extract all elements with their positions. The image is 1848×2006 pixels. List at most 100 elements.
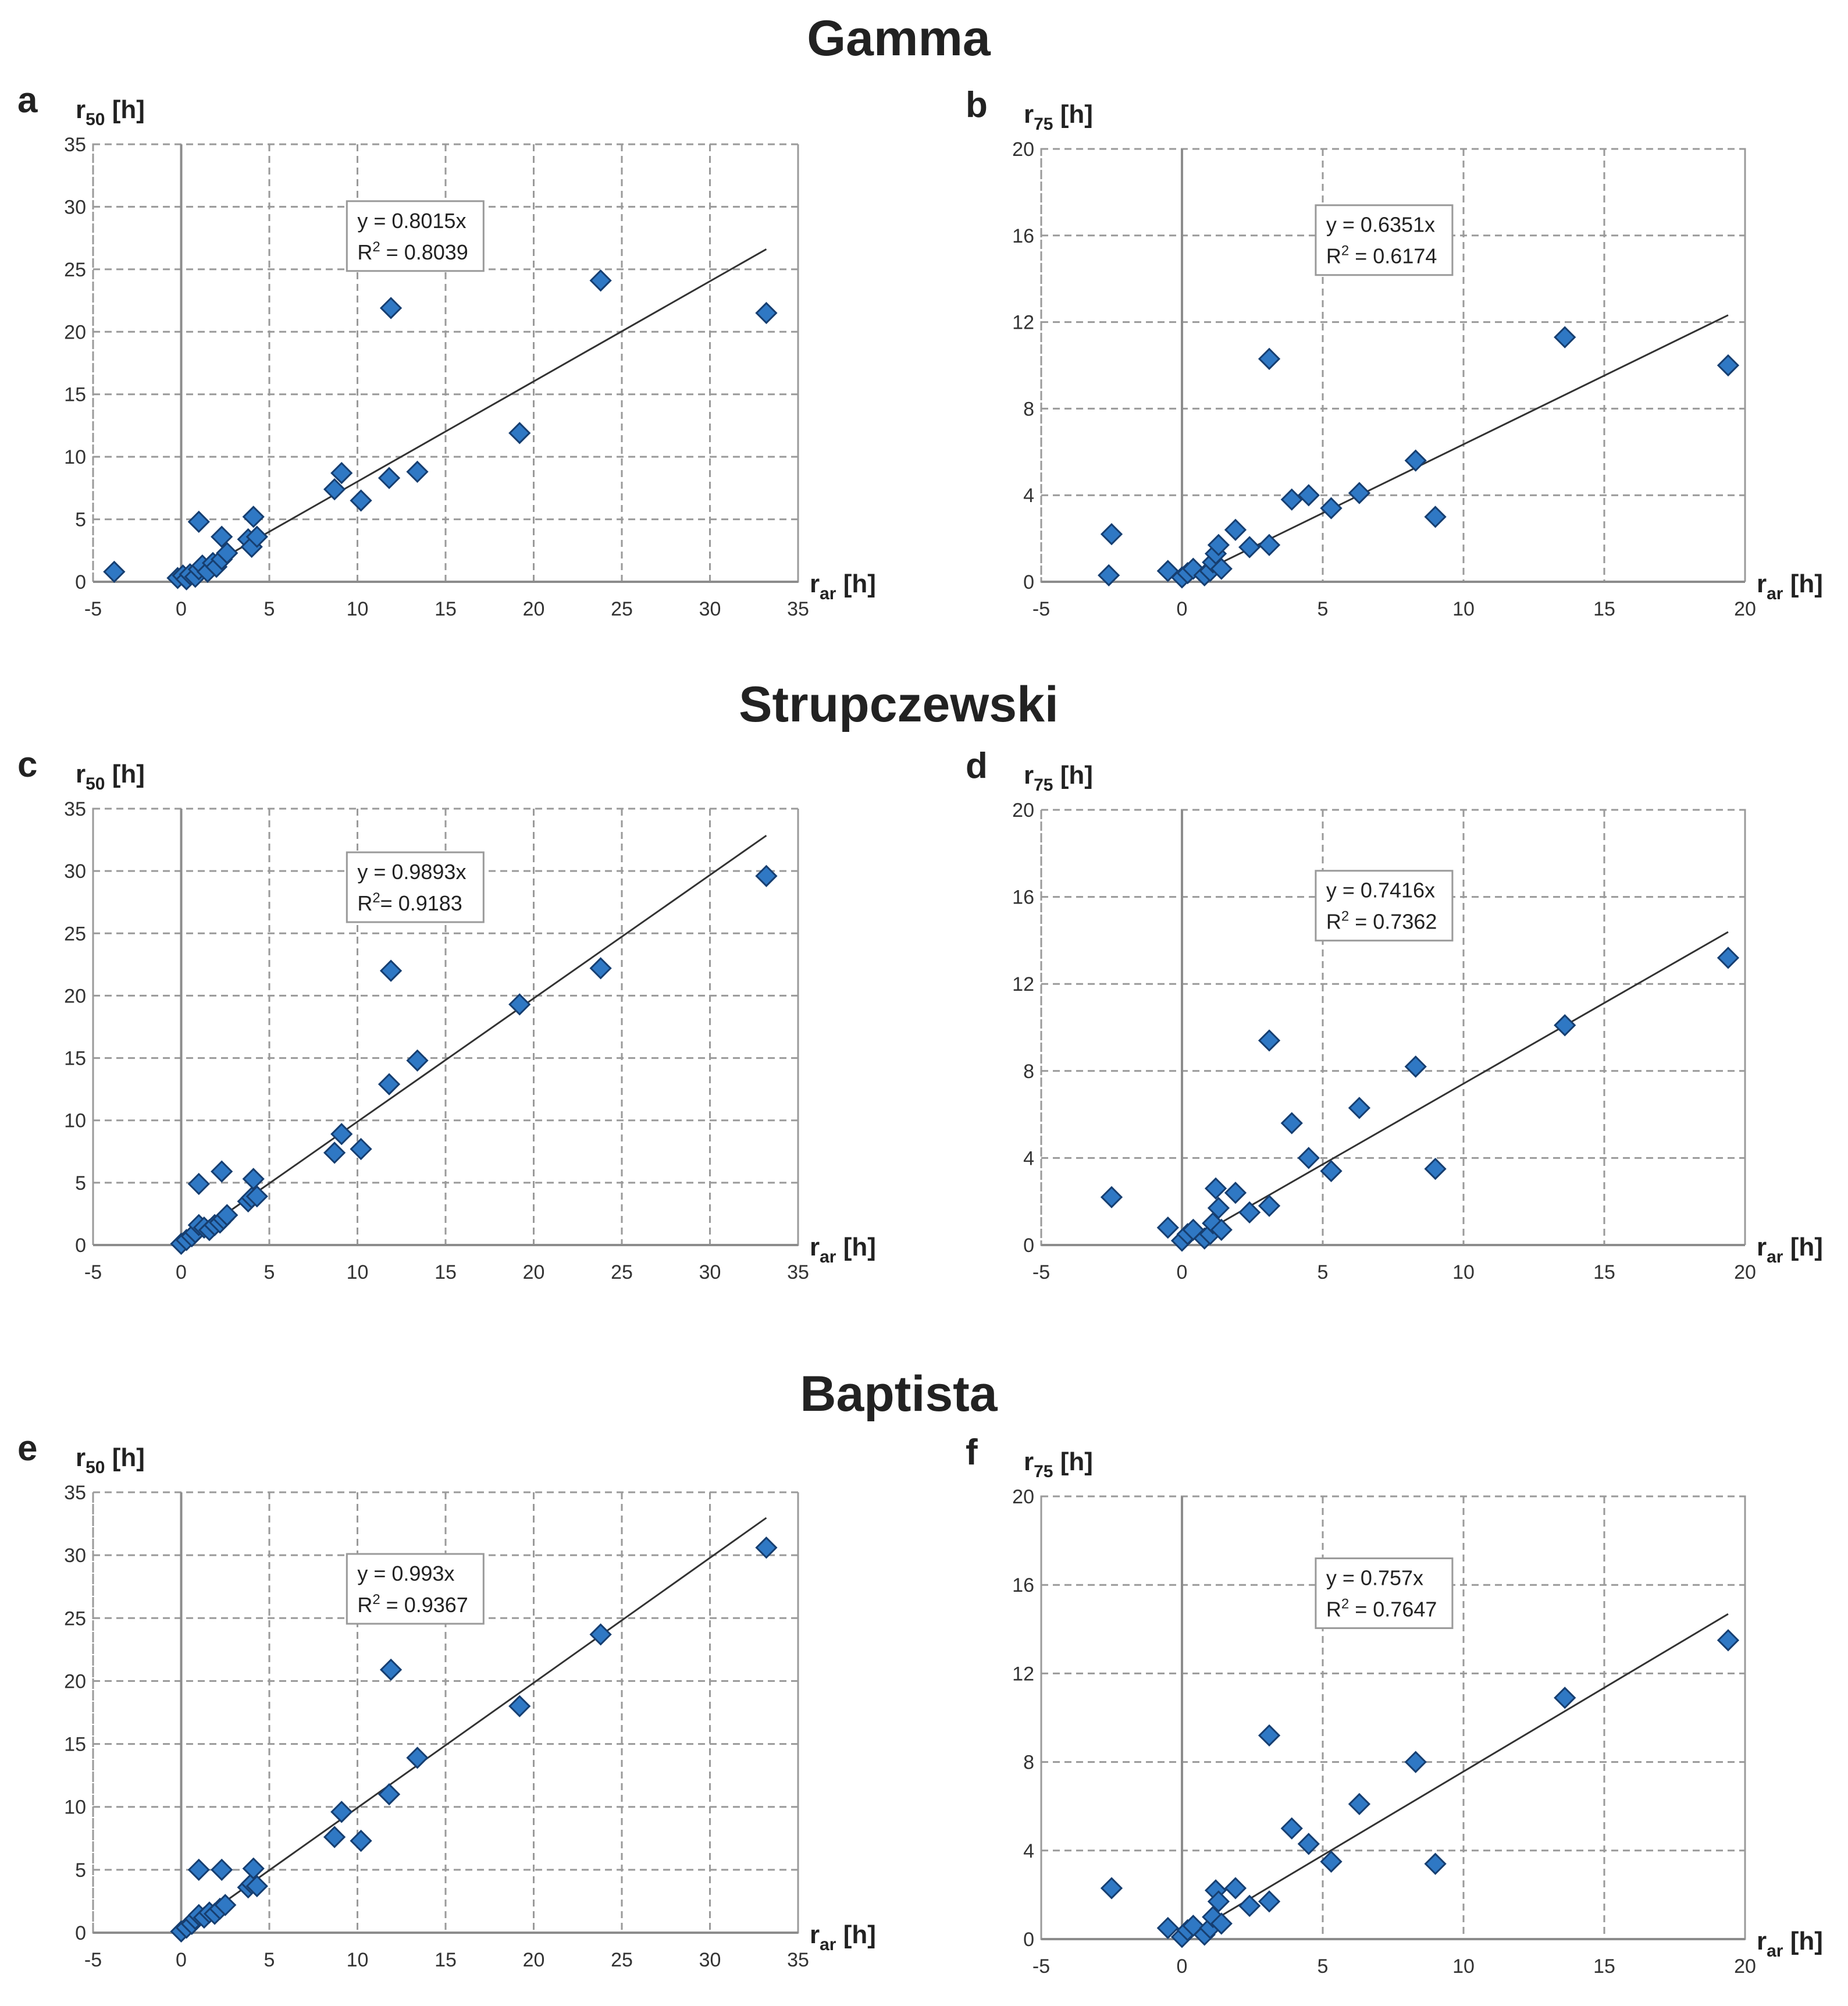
panel-letter: b [966, 85, 988, 125]
y-tick-label: 0 [1023, 1235, 1034, 1257]
data-point [1207, 1890, 1230, 1913]
r-squared-value: = 0.9183 [380, 891, 462, 915]
equation-box [1315, 204, 1454, 276]
r-squared-label: R [1326, 910, 1341, 934]
data-point [1100, 1877, 1123, 1900]
x-tick-label: 0 [176, 1261, 187, 1283]
x-axis-title-main: r [810, 1233, 820, 1261]
x-tick-label: -5 [1032, 1261, 1050, 1283]
y-tick-label: 15 [64, 384, 86, 406]
data-point [755, 1536, 778, 1559]
r-squared-value: = 0.7647 [1349, 1598, 1437, 1621]
x-tick-label: 35 [787, 1261, 809, 1283]
section-title-gamma: Gamma [807, 10, 991, 66]
x-tick-label: 30 [699, 598, 721, 620]
x-tick-label: -5 [84, 598, 102, 620]
y-axis-title: r75 [h] [1024, 761, 1093, 795]
data-point [378, 1783, 401, 1806]
data-point [1258, 347, 1281, 370]
y-tick-label: 35 [64, 1482, 86, 1504]
data-point [1297, 484, 1320, 507]
x-tick-label: 5 [1318, 1261, 1329, 1283]
data-point [508, 1695, 531, 1717]
data-point [406, 1747, 429, 1769]
data-point [1258, 1194, 1281, 1217]
y-axis-title-unit: [h] [105, 1443, 145, 1472]
y-tick-label: 20 [1012, 138, 1034, 161]
r-squared-exponent: 2 [1341, 1596, 1349, 1612]
data-point [1424, 1852, 1447, 1875]
data-point [379, 1658, 403, 1681]
x-tick-label: 10 [347, 1261, 369, 1283]
data-point [242, 1168, 265, 1190]
trend-equation: y = 0.8015x [357, 209, 466, 233]
data-point [1320, 497, 1343, 520]
x-axis-title-sub: ar [820, 1935, 836, 1954]
data-point [1204, 1177, 1227, 1200]
y-tick-label: 12 [1012, 973, 1034, 995]
y-axis-title-unit: [h] [105, 760, 145, 788]
x-tick-label: 10 [1452, 1261, 1475, 1283]
data-point [103, 560, 126, 583]
data-point [216, 1204, 238, 1226]
y-tick-label: 20 [64, 985, 86, 1007]
y-tick-label: 0 [1023, 571, 1034, 593]
y-axis-title-main: r [76, 760, 86, 788]
y-tick-label: 15 [64, 1048, 86, 1070]
y-tick-label: 10 [64, 1110, 86, 1132]
r-squared-value: = 0.9367 [380, 1593, 468, 1617]
data-point [1280, 488, 1303, 511]
y-tick-label: 0 [1023, 1929, 1034, 1951]
x-axis-title-unit: [h] [836, 1920, 875, 1949]
x-axis-title-sub: ar [1767, 584, 1783, 603]
plot-frame [1040, 148, 1746, 583]
data-point [211, 1858, 233, 1881]
data-point [187, 510, 210, 533]
x-tick-label: 15 [435, 1949, 457, 1971]
x-axis-title-unit: [h] [1783, 570, 1822, 598]
trend-equation: y = 0.757x [1326, 1566, 1423, 1590]
equation-box [1315, 870, 1454, 942]
y-tick-label: 16 [1012, 225, 1034, 247]
x-axis-title-sub: ar [820, 584, 836, 603]
trend-equation: y = 0.993x [357, 1562, 454, 1585]
y-tick-label: 8 [1023, 1061, 1034, 1083]
y-axis-title: r50 [h] [76, 95, 145, 129]
panel-letter: f [966, 1432, 978, 1473]
r-squared-value: = 0.7362 [1349, 910, 1437, 934]
data-point [589, 1623, 612, 1646]
x-axis-title-main: r [1757, 1233, 1767, 1261]
y-axis-title-main: r [1024, 761, 1034, 789]
r-squared: R2 = 0.9367 [357, 1592, 468, 1617]
data-point [589, 269, 612, 292]
data-point [406, 460, 429, 483]
x-tick-label: 20 [523, 598, 545, 620]
y-tick-label: 35 [64, 798, 86, 820]
data-point [216, 542, 238, 564]
data-point [1258, 1890, 1281, 1913]
y-axis-title-sub: 50 [86, 774, 105, 794]
panel-letter: c [17, 745, 37, 785]
y-tick-label: 20 [1012, 1486, 1034, 1508]
y-tick-label: 5 [75, 1172, 86, 1194]
x-tick-label: 15 [1593, 1261, 1615, 1283]
equation-box [346, 200, 485, 272]
data-point [1207, 1197, 1230, 1219]
x-axis-title: rar [h] [810, 1233, 876, 1267]
data-point [1404, 1055, 1427, 1078]
x-tick-label: 25 [611, 1949, 633, 1971]
x-tick-label: 25 [611, 598, 633, 620]
y-axis-title-main: r [76, 95, 86, 124]
x-tick-label: 35 [787, 598, 809, 620]
data-point [1238, 1894, 1261, 1918]
y-axis-title-unit: [h] [1053, 761, 1093, 789]
plot-frame [1040, 1495, 1746, 1940]
panel-letter: d [966, 746, 988, 786]
x-axis-title-main: r [1757, 1927, 1767, 1955]
data-point [187, 1858, 210, 1881]
r-squared: R2= 0.9183 [357, 890, 462, 915]
